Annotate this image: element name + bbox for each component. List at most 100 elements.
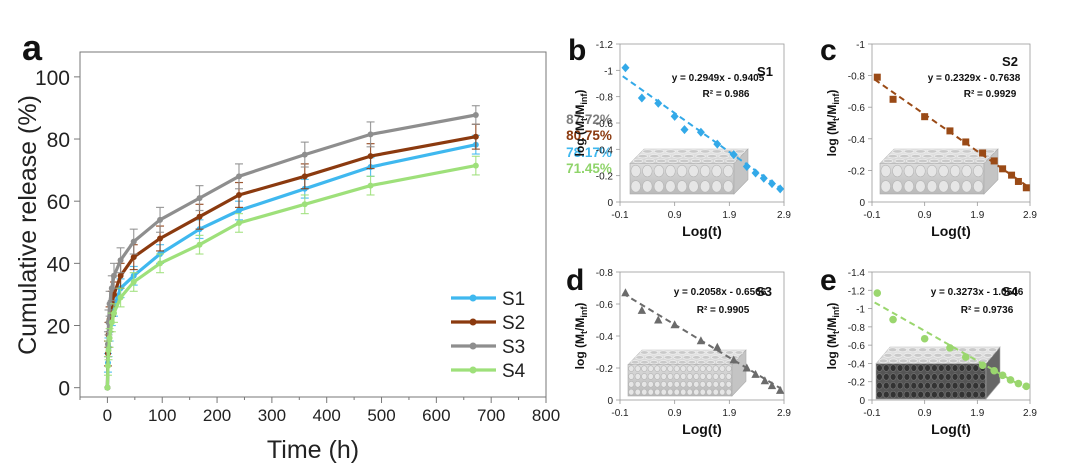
data-point [767,179,776,189]
pore [647,388,654,396]
y-axis-label: log (Mt/Minf) [573,90,589,157]
pore [889,382,897,390]
pore [896,382,904,390]
pore [695,154,706,159]
data-point [108,285,115,292]
pore [642,180,653,193]
pore [975,158,986,164]
pore [972,364,979,372]
y-axis-label-part: ) [825,90,839,94]
pore [968,347,978,353]
x-tick-label: 0.9 [668,210,682,221]
pore [899,154,910,159]
x-tick-label: 2.9 [1023,210,1037,221]
data-point [767,381,777,390]
data-point [235,207,242,214]
pore [944,373,952,381]
data-point [696,336,706,345]
pore [725,388,732,396]
fit-r-squared: R² = 0.9736 [961,305,1014,316]
pore [654,355,664,360]
fit-equation: y = 0.2329x - 0.7638 [928,73,1021,84]
pore [896,364,904,372]
data-point [108,319,115,326]
x-tick-label: 2.9 [1023,408,1037,419]
data-point [104,362,111,369]
series-line-S3 [105,113,477,388]
y-tick-label: -1.2 [848,286,866,297]
plot-frame-a [79,51,547,398]
pore [944,382,952,390]
pore [725,380,732,388]
pore [699,388,706,396]
pore [683,154,695,159]
pore [889,373,897,381]
pore [908,358,918,364]
pore [952,158,963,164]
pore [892,180,903,193]
pore [667,365,674,372]
pore [965,382,972,390]
pore [972,373,979,381]
y-tick-label: -0.6 [596,300,614,311]
pore [693,365,700,372]
pore [931,364,938,372]
pore [938,149,949,154]
pore [692,355,701,360]
pore [958,382,966,390]
pore [983,352,993,358]
pore [634,388,641,396]
y-tick-label: -0.4 [596,332,614,343]
pore [723,164,734,178]
y-tick-label: -0.2 [848,378,866,389]
pore [680,373,687,380]
pore [687,350,697,355]
pore [984,149,996,154]
fit-equation: y = 0.2058x - 0.6566 [674,287,767,298]
data-point [130,254,137,261]
pore [640,350,649,355]
pore [951,390,959,399]
y-tick-label: -0.8 [848,323,866,334]
pore [644,355,654,360]
data-point [742,161,751,171]
pore [889,390,897,399]
pore [701,355,711,360]
y-tick-label: 0 [859,396,865,407]
x-tick-label: 400 [313,406,341,425]
pore [628,365,635,372]
loglog-chart-S3: d -0.8 -0.6 -0.4 -0.2 0-0.1 0.9 1.9 2.9 Log(t) log… [566,264,791,437]
pore [628,373,635,380]
pore [673,388,680,396]
data-point [921,113,929,121]
y-axis-label-part: /M [573,105,587,118]
pore [668,360,678,365]
y-axis-label-part: t [579,118,589,121]
pore [679,158,690,164]
end-value-label-S1: 78.17% [566,145,612,160]
data-point [776,184,785,194]
pore [715,360,725,365]
pore [903,390,911,399]
data-point [117,294,124,301]
y-axis-label-part: inf [579,306,589,318]
pore [882,158,894,164]
pore [734,149,746,154]
pore [883,390,890,399]
y-tick-label: -0.2 [848,166,866,177]
y-axis-label-part: log (M [573,121,587,156]
pore [630,360,640,365]
data-point [472,112,479,119]
pore [641,380,648,388]
pore [931,382,938,390]
pore [734,350,744,355]
pore [961,164,972,178]
pore [673,380,680,388]
pore [660,380,667,388]
legend-marker-S3 [469,342,477,350]
y-tick-label: -1 [604,66,613,77]
x-tick-label: -0.1 [611,210,629,221]
y-tick-label: 100 [35,67,70,90]
pore [938,382,945,390]
pore [680,365,687,372]
